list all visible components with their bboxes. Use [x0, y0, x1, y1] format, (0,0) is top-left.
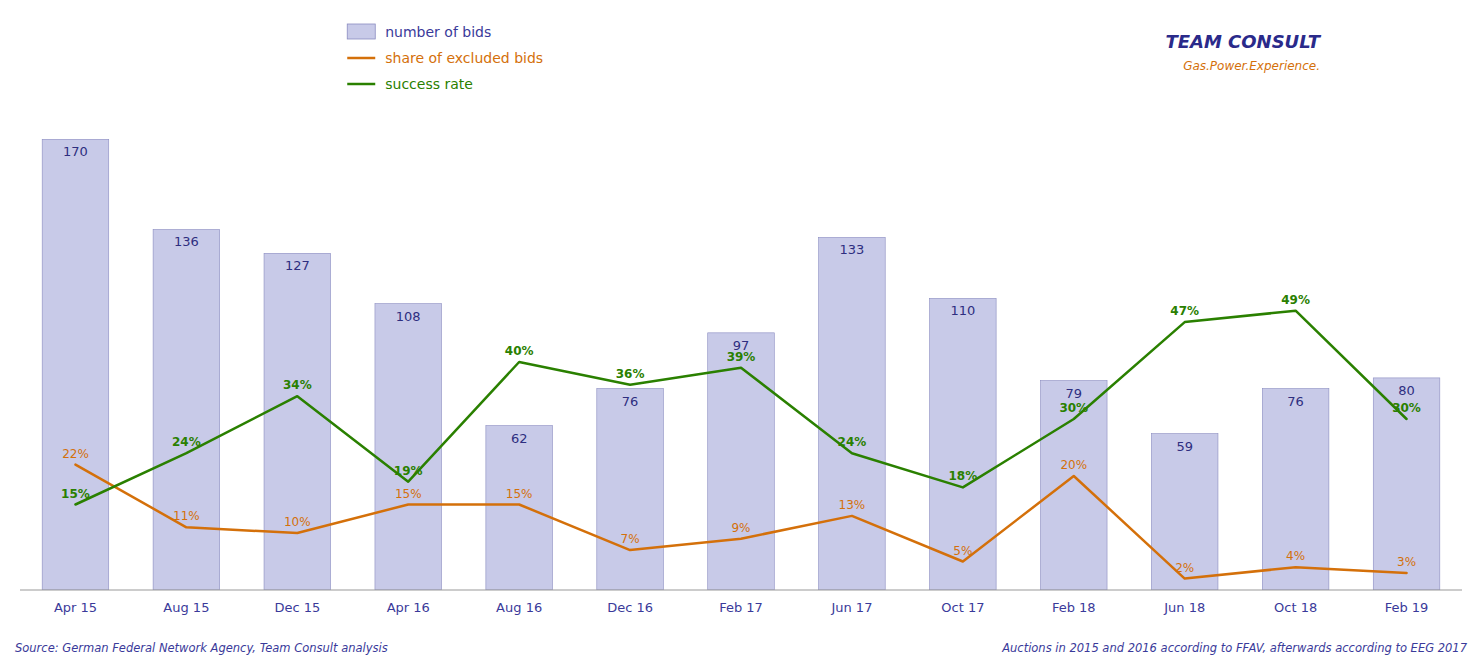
bar [375, 304, 442, 590]
bar-label: 110 [950, 303, 975, 318]
bar-label: 136 [174, 234, 199, 249]
x-tick-label: Dec 16 [607, 600, 653, 615]
x-axis [20, 590, 1462, 591]
line-label: 4% [1286, 549, 1305, 563]
legend-label: success rate [385, 76, 473, 92]
line-label: 15% [506, 487, 533, 501]
data-labels: 1701361271086276971331107959768022%11%10… [61, 144, 1421, 574]
bar-label: 108 [396, 309, 421, 324]
x-tick-label: Dec 15 [274, 600, 320, 615]
bar [597, 389, 664, 590]
line-label: 47% [1170, 304, 1199, 318]
bar-label: 133 [840, 242, 865, 257]
bar-label: 79 [1065, 386, 1082, 401]
legend-label: share of excluded bids [385, 50, 543, 66]
legend-swatch [347, 57, 375, 60]
bar [264, 253, 331, 590]
bar-label: 170 [63, 144, 88, 159]
bar-label: 80 [1398, 383, 1415, 398]
x-tick-label: Oct 18 [1274, 600, 1317, 615]
x-tick-label: Jun 18 [1163, 600, 1205, 615]
line-label: 24% [838, 435, 867, 449]
bar [1262, 389, 1329, 590]
logo-tagline: Gas.Power.Experience. [1183, 59, 1320, 73]
source-note: Source: German Federal Network Agency, T… [15, 641, 388, 655]
bar-label: 76 [1287, 394, 1304, 409]
bar [1040, 381, 1107, 590]
bar [930, 298, 997, 590]
right-note: Auctions in 2015 and 2016 according to F… [1001, 641, 1468, 655]
line-label: 39% [727, 350, 756, 364]
x-tick-label: Feb 18 [1052, 600, 1096, 615]
bar-label: 127 [285, 258, 310, 273]
line-label: 20% [1060, 458, 1087, 472]
x-tick-label: Aug 16 [496, 600, 542, 615]
line-label: 3% [1397, 555, 1416, 569]
legend-swatch [347, 83, 375, 86]
line-label: 24% [172, 435, 201, 449]
x-tick-label: Feb 17 [719, 600, 763, 615]
x-tick-label: Feb 19 [1385, 600, 1429, 615]
line-label: 22% [62, 447, 89, 461]
line-label: 19% [394, 464, 423, 478]
line-label: 40% [505, 344, 534, 358]
x-tick-label: Apr 15 [54, 600, 97, 615]
line-label: 10% [284, 515, 311, 529]
legend: number of bids share of excluded bids succ… [347, 24, 543, 92]
bar [1373, 378, 1440, 590]
line-label: 18% [948, 469, 977, 483]
bar [486, 426, 553, 590]
bar-label: 62 [511, 431, 528, 446]
x-tick-label: Jun 17 [830, 600, 872, 615]
line-label: 15% [61, 487, 90, 501]
bar [153, 229, 220, 590]
plot-area [42, 139, 1440, 590]
bar [1151, 434, 1218, 590]
line-label: 2% [1175, 561, 1194, 575]
line [75, 465, 1406, 579]
legend-swatch [347, 24, 375, 39]
x-tick-label: Apr 16 [387, 600, 430, 615]
line-label: 30% [1059, 401, 1088, 415]
x-tick-label: Oct 17 [941, 600, 984, 615]
bar [42, 139, 109, 590]
line-label: 30% [1392, 401, 1421, 415]
chart: 1701361271086276971331107959768022%11%10… [0, 0, 1482, 662]
legend-label: number of bids [385, 24, 491, 40]
x-tick-label: Aug 15 [163, 600, 209, 615]
line-label: 49% [1281, 293, 1310, 307]
bar-label: 76 [622, 394, 639, 409]
line-label: 5% [953, 544, 972, 558]
line-label: 13% [839, 498, 866, 512]
line-label: 34% [283, 378, 312, 392]
line [75, 311, 1406, 505]
line-label: 36% [616, 367, 645, 381]
line-label: 11% [173, 509, 200, 523]
logo-text: TEAM CONSULT [1165, 31, 1321, 52]
bar [819, 237, 886, 590]
line-label: 7% [621, 532, 640, 546]
bar-label: 59 [1176, 439, 1193, 454]
line-label: 9% [731, 521, 750, 535]
line-label: 15% [395, 487, 422, 501]
